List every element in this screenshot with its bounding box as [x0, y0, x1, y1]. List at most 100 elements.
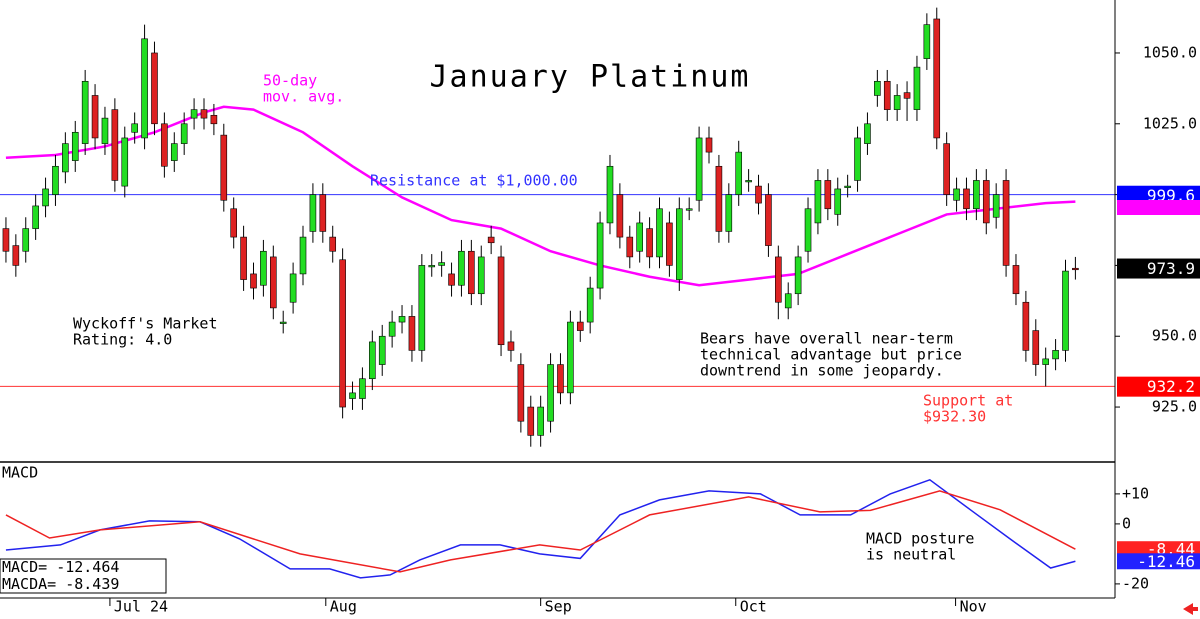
- candle-body: [220, 134, 228, 201]
- candle-body: [626, 236, 634, 258]
- y-tick-label: +10: [1122, 484, 1149, 502]
- candle-body: [1052, 350, 1059, 360]
- candle-body: [458, 250, 465, 286]
- candle-body: [477, 256, 485, 295]
- candle-body: [141, 38, 148, 139]
- value-box: [1117, 541, 1200, 558]
- candle-body: [62, 143, 69, 173]
- annotation: technical advantage but price: [700, 346, 962, 364]
- candle-body: [616, 194, 624, 238]
- value-box: [1117, 553, 1200, 570]
- candle-body: [210, 114, 218, 125]
- value-label: -12.46: [1137, 552, 1195, 571]
- candle-body: [240, 236, 247, 280]
- y-tick-label: 1050.0: [1143, 43, 1197, 61]
- candle-body: [596, 222, 604, 289]
- ma-label: 50-day: [263, 72, 317, 90]
- candle-body: [388, 321, 396, 337]
- price-label: 932.2: [1147, 377, 1195, 396]
- candle-body: [943, 143, 950, 195]
- candle-body: [973, 180, 980, 210]
- candle-body: [299, 236, 307, 275]
- candle-body: [71, 131, 79, 161]
- chart-title: January Platinum: [430, 60, 751, 95]
- candle-body: [438, 262, 445, 266]
- candle-body: [923, 24, 931, 59]
- candle-body: [497, 256, 505, 346]
- candle-body: [22, 228, 30, 252]
- candle-body: [715, 165, 723, 232]
- candle-body: [279, 321, 287, 324]
- y-tick-label: -20: [1122, 574, 1149, 592]
- candle-body: [557, 364, 564, 394]
- candle-body: [468, 250, 475, 295]
- annotation: MACD posture: [866, 530, 974, 548]
- candle-body: [428, 265, 436, 268]
- candle-body: [695, 137, 703, 201]
- candle-body: [903, 92, 911, 99]
- candle-body: [2, 228, 10, 252]
- resistance-label: Resistance at $1,000.00: [370, 172, 578, 190]
- readout-label: MACDA=: [2, 575, 56, 593]
- panel-title: MACD: [2, 464, 38, 482]
- candle-body: [963, 188, 970, 210]
- candle-body: [765, 194, 772, 246]
- candle-body: [418, 265, 426, 351]
- candle-body: [230, 208, 237, 238]
- candle-body: [1042, 358, 1049, 365]
- candle-body: [824, 180, 832, 210]
- support-label: Support at: [923, 392, 1013, 410]
- candle-body: [339, 259, 346, 408]
- x-tick-label: Sep: [545, 598, 572, 616]
- candle-body: [1012, 265, 1020, 295]
- candle-body: [309, 194, 317, 232]
- candle-body: [329, 236, 337, 252]
- candle-body: [656, 208, 663, 258]
- readout: MACD= -12.464: [2, 558, 119, 576]
- readout-box: [0, 558, 167, 594]
- candle-body: [775, 256, 782, 303]
- candle-body: [517, 364, 525, 422]
- candle-body: [992, 194, 1000, 218]
- candle-body: [369, 341, 376, 380]
- scroll-arrow[interactable]: [1183, 603, 1198, 615]
- candle-body: [91, 95, 99, 139]
- candle-body: [349, 392, 356, 399]
- candle-body: [745, 180, 752, 183]
- candle-body: [844, 185, 851, 188]
- plot: 925.0950.0975.01000.01025.01050.0999.697…: [0, 7, 1200, 616]
- x-tick-label: Oct: [740, 598, 767, 616]
- candle-body: [378, 335, 386, 365]
- candle-body: [161, 123, 168, 167]
- candle-body: [270, 256, 277, 309]
- candle-body: [260, 250, 267, 286]
- candle-body: [1032, 330, 1040, 365]
- candle-body: [666, 222, 673, 266]
- price-label: 973.9: [1147, 259, 1195, 278]
- candle-body: [121, 137, 129, 187]
- candle-body: [982, 180, 990, 224]
- candle-body: [180, 123, 188, 144]
- y-tick-label: 1025.0: [1143, 114, 1197, 132]
- candle-body: [507, 341, 515, 351]
- candle-body: [1002, 180, 1010, 266]
- candle-body: [52, 165, 59, 195]
- candle-body: [675, 208, 683, 280]
- candle-body: [864, 123, 871, 144]
- candle-body: [784, 293, 792, 309]
- candle-body: [685, 208, 693, 211]
- candle-body: [705, 137, 713, 153]
- candle-body: [567, 321, 574, 394]
- y-tick-label: 925.0: [1152, 398, 1197, 416]
- x-tick-label: Jul 24: [114, 598, 168, 616]
- candle-body: [953, 188, 960, 201]
- macd-line: [5, 478, 1076, 579]
- candle-body: [834, 188, 842, 215]
- candle-body: [933, 18, 941, 139]
- candle-body: [101, 117, 109, 144]
- price-box: [1117, 376, 1200, 397]
- x-tick-label: Aug: [330, 598, 357, 616]
- candle-body: [547, 364, 554, 422]
